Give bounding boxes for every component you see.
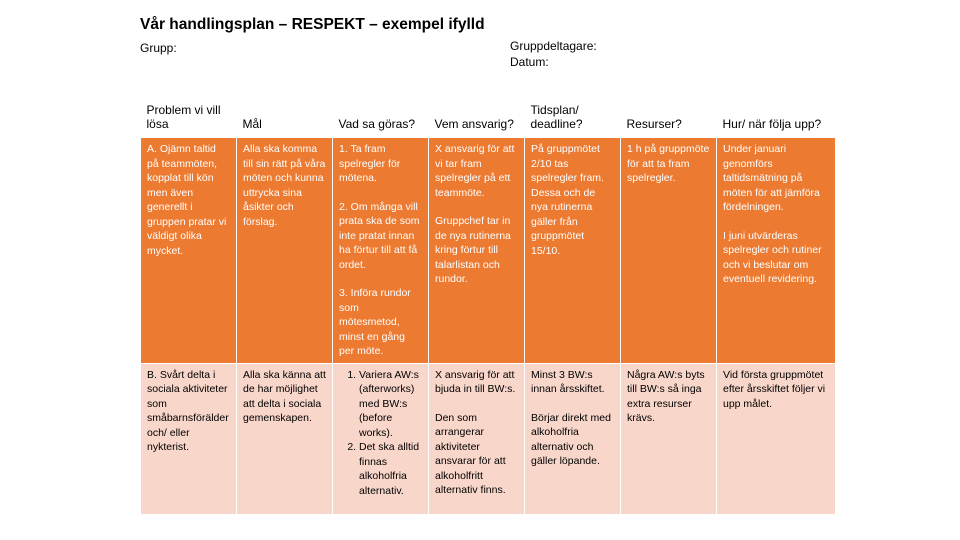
cell-responsible: X ansvarig för att vi tar fram spelregle…	[428, 137, 525, 364]
action-item: 3. Införa rundor som mötesmetod, minst e…	[339, 287, 411, 357]
header-problem: Problem vi vill lösa	[140, 89, 237, 138]
resources-item: 1 h på gruppmöte för att ta fram spelreg…	[627, 143, 710, 184]
cell-actions: 1. Ta fram spelregler för mötena. 2. Om …	[332, 137, 429, 364]
group-label: Grupp:	[140, 41, 177, 55]
table-row: A. Ojämn taltid på teammöten, kopplat ti…	[140, 137, 836, 364]
responsible-item: X ansvarig för att vi tar fram spelregle…	[435, 143, 515, 199]
meta-block: Gruppdeltagare: Datum:	[510, 38, 597, 70]
cell-goal: Alla ska komma till sin rätt på våra möt…	[236, 137, 333, 364]
cell-deadline: Minst 3 BW:s innan årsskiftet. Börjar di…	[524, 362, 621, 515]
responsible-item: Gruppchef tar in de nya rutinerna kring …	[435, 215, 511, 285]
cell-deadline: På gruppmötet 2/10 tas spelregler fram. …	[524, 137, 621, 364]
action-item: 2. Om många vill prata ska de som inte p…	[339, 200, 420, 271]
action-item: 1. Ta fram spelregler för mötena.	[339, 143, 401, 184]
responsible-item: Den som arrangerar aktiviteter ansvarar …	[435, 411, 506, 497]
followup-item: Vid första gruppmötet efter årsskiftet f…	[723, 368, 826, 410]
cell-resources: Några AW:s byts till BW:s så inga extra …	[620, 362, 717, 515]
header-row: Problem vi vill lösa Mål Vad sa göras? V…	[140, 89, 836, 138]
cell-resources: 1 h på gruppmöte för att ta fram spelreg…	[620, 137, 717, 364]
header-actions: Vad sa göras?	[332, 89, 429, 138]
cell-problem: B. Svårt delta i sociala aktiviteter som…	[140, 362, 237, 515]
cell-followup: Under januari genomförs taltidsmätning p…	[716, 137, 836, 364]
cell-responsible: X ansvarig för att bjuda in till BW:s. D…	[428, 362, 525, 515]
deadline-item: På gruppmötet 2/10 tas spelregler fram. …	[531, 143, 604, 257]
action-plan-table: Problem vi vill lösa Mål Vad sa göras? V…	[140, 89, 836, 515]
table-row: B. Svårt delta i sociala aktiviteter som…	[140, 362, 836, 515]
participants-label: Gruppdeltagare:	[510, 39, 597, 53]
action-item: Variera AW:s (afterworks) med BW:s (befo…	[359, 368, 422, 441]
header-resources: Resurser?	[620, 89, 717, 138]
slide-title: Vår handlingsplan – RESPEKT – exempel if…	[140, 16, 485, 33]
cell-goal: Alla ska känna att de har möjlighet att …	[236, 362, 333, 515]
responsible-item: X ansvarig för att bjuda in till BW:s.	[435, 368, 516, 396]
header-followup: Hur/ när följa upp?	[716, 89, 836, 138]
header-goal: Mål	[236, 89, 333, 138]
header-responsible: Vem ansvarig?	[428, 89, 525, 138]
resources-item: Några AW:s byts till BW:s så inga extra …	[627, 368, 705, 425]
followup-item: I juni utvärderas spelregler och rutiner…	[723, 229, 822, 286]
deadline-item: Börjar direkt med alkoholfria alternativ…	[531, 411, 611, 468]
cell-actions: Variera AW:s (afterworks) med BW:s (befo…	[332, 362, 429, 515]
followup-item: Under januari genomförs taltidsmätning p…	[723, 143, 820, 213]
cell-problem: A. Ojämn taltid på teammöten, kopplat ti…	[140, 137, 237, 364]
action-item: Det ska alltid finnas alkoholfria altern…	[359, 440, 422, 498]
date-label: Datum:	[510, 55, 549, 69]
action-list: Variera AW:s (afterworks) med BW:s (befo…	[339, 368, 422, 499]
header-deadline: Tidsplan/ deadline?	[524, 89, 621, 138]
cell-followup: Vid första gruppmötet efter årsskiftet f…	[716, 362, 836, 515]
deadline-item: Minst 3 BW:s innan årsskiftet.	[531, 368, 605, 396]
